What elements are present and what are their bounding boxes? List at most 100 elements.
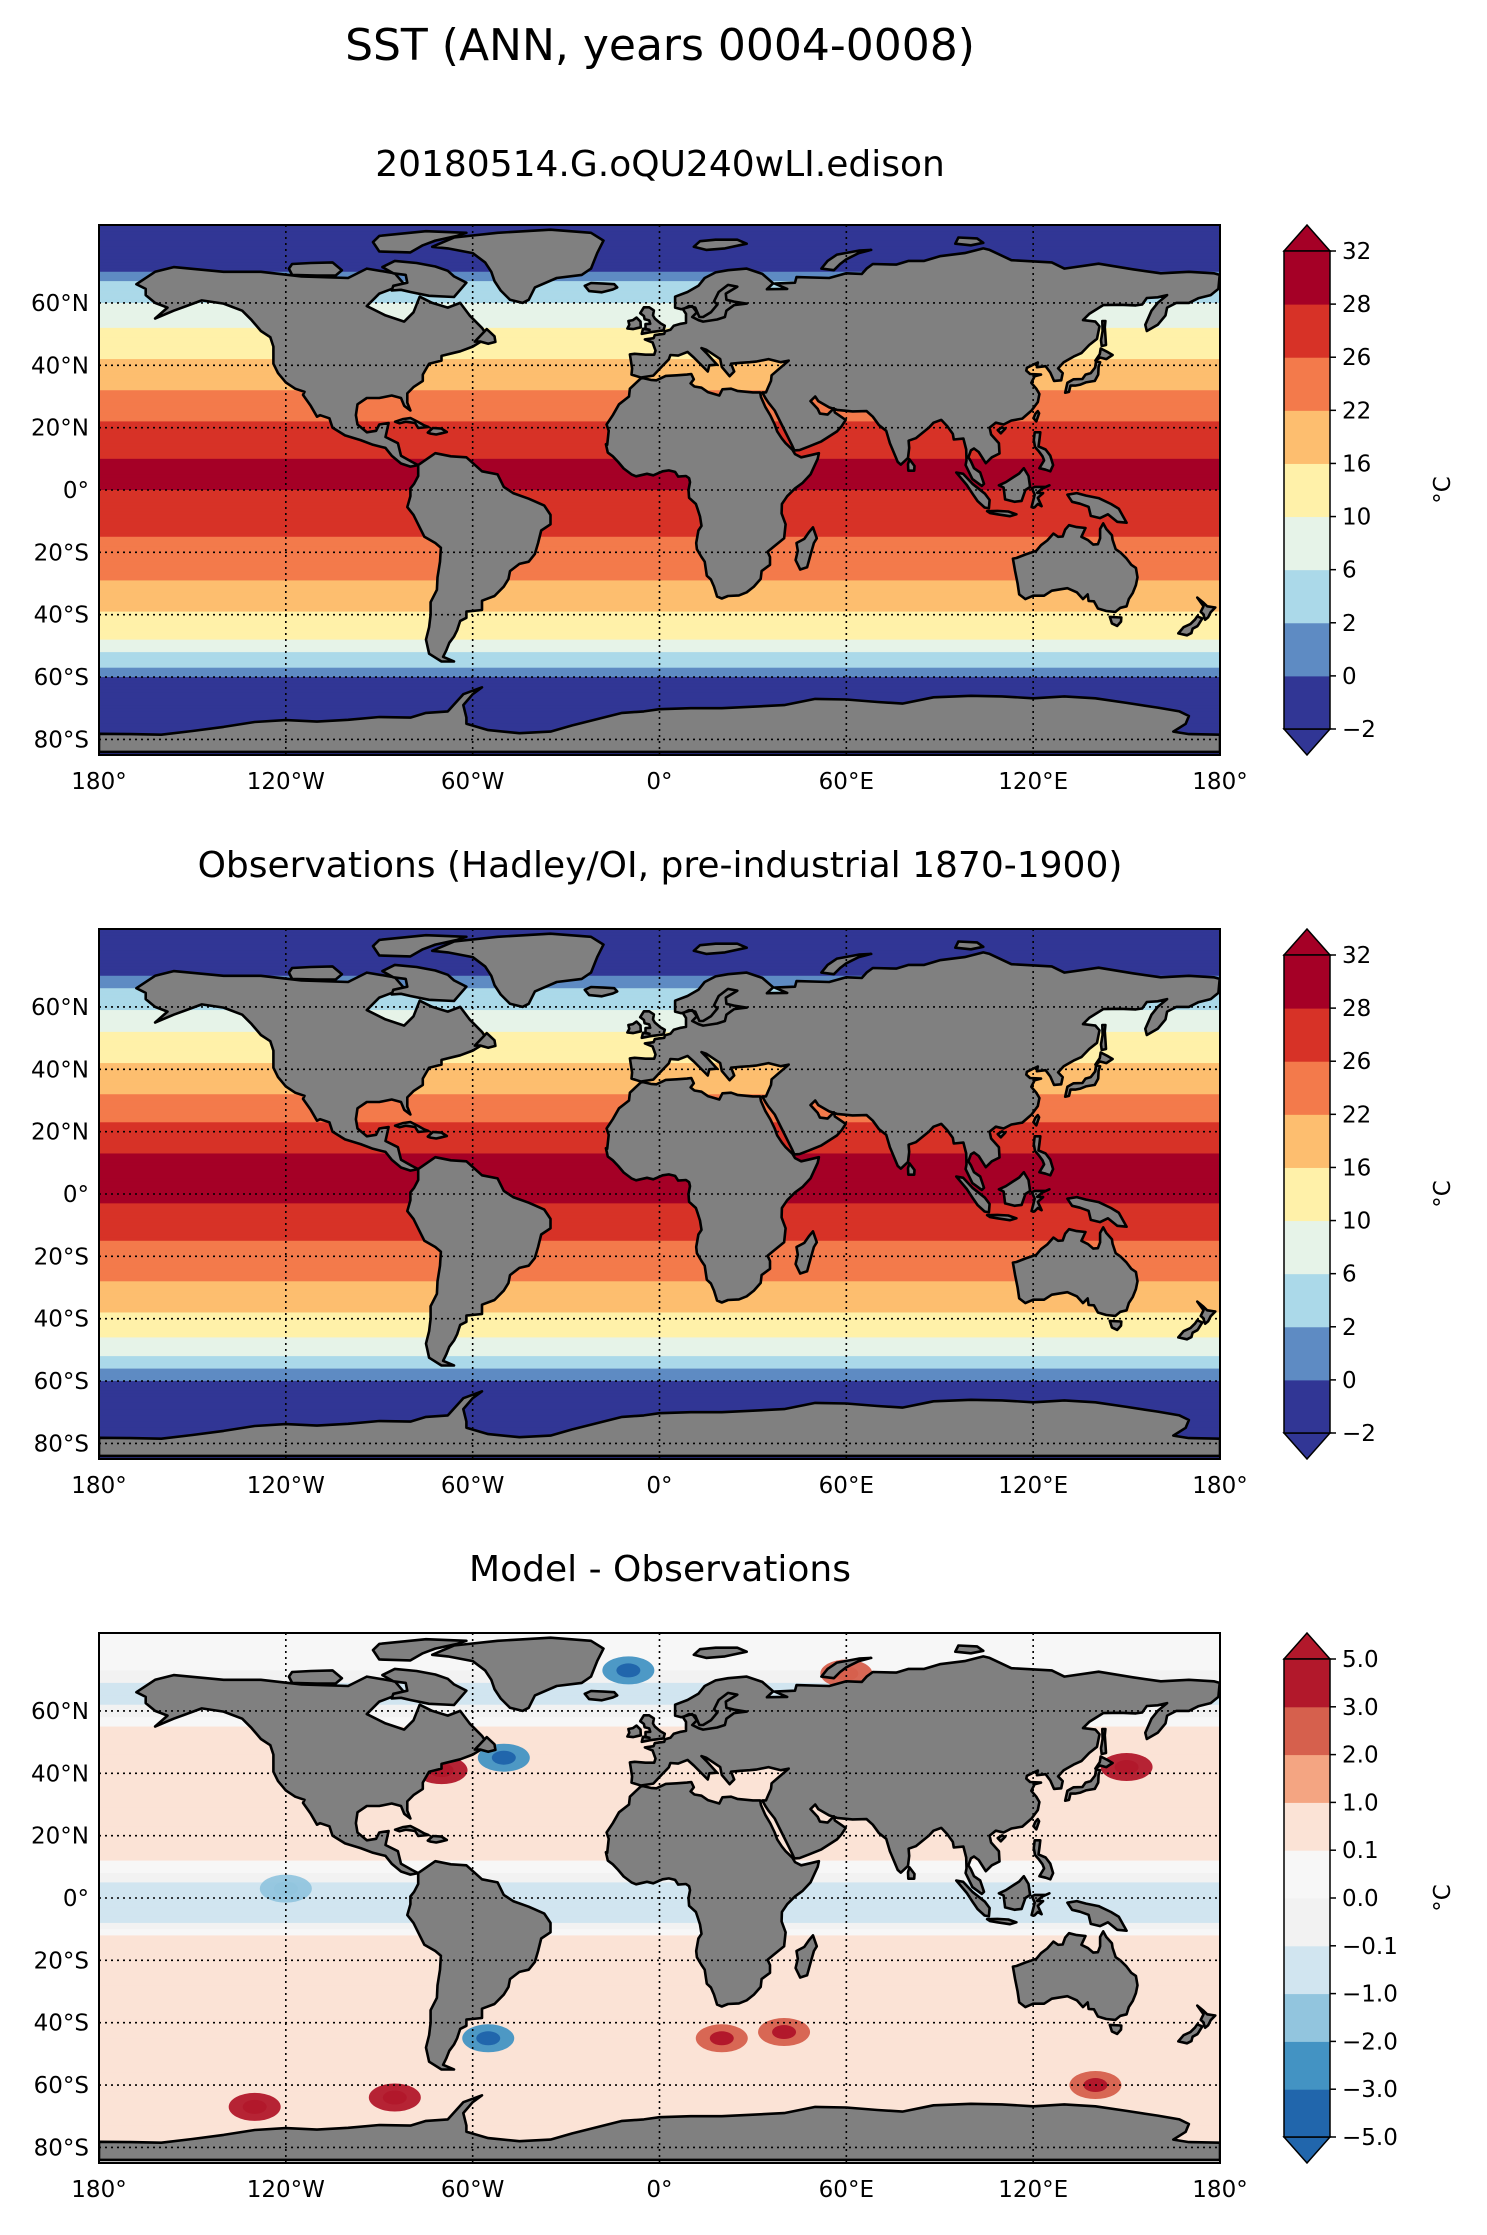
field-band — [99, 293, 1220, 298]
land-java — [985, 1917, 1018, 1926]
colorbar-swatch — [1284, 1993, 1330, 2042]
gridlines — [99, 1633, 1220, 2163]
gridlines — [99, 225, 1220, 755]
field-band — [99, 1707, 1220, 1712]
land-svalbard — [692, 1646, 748, 1660]
field-band — [99, 2050, 1220, 2055]
field-band — [99, 1381, 1220, 1385]
y-tick-label: 20°S — [34, 540, 89, 566]
land-madagascar — [794, 1934, 819, 1979]
anomaly-core — [382, 2090, 407, 2105]
land-ireland — [626, 1724, 643, 1739]
field-band — [99, 262, 1220, 267]
colorbar-tick-label: 2.0 — [1342, 1743, 1379, 1769]
land-great-britain — [638, 1010, 667, 1040]
field-band — [99, 2000, 1220, 2005]
field-band — [99, 1960, 1220, 1965]
land-newfoundland — [473, 1735, 497, 1754]
field-band — [99, 636, 1220, 641]
y-tick-label: 20°N — [31, 416, 89, 442]
colorbar-swatch — [1284, 410, 1330, 464]
field-band — [99, 1642, 1220, 1647]
field-band — [99, 1190, 1220, 1195]
field-band — [99, 309, 1220, 313]
land-baffin — [381, 963, 468, 1003]
field-band — [99, 274, 1220, 279]
colorbar-swatch — [1284, 1061, 1330, 1115]
land-north-america — [135, 265, 490, 468]
field-band — [99, 1016, 1220, 1021]
colorbar-swatch — [1284, 1326, 1330, 1381]
field-band — [99, 1966, 1220, 1971]
y-tick-label: 40°N — [31, 1057, 89, 1083]
field-band — [99, 243, 1220, 248]
land-antarctica — [99, 2094, 1220, 2162]
colorbar-swatch — [1284, 1273, 1330, 1328]
field-band — [99, 1231, 1220, 1236]
anomaly-core — [491, 1750, 516, 1765]
field-band — [99, 2041, 1220, 2046]
field-band — [99, 228, 1220, 232]
field-band — [99, 1654, 1220, 1659]
field-band — [99, 1639, 1220, 1643]
land-philippines — [1032, 431, 1055, 473]
field-band — [99, 502, 1220, 507]
colorbar-frame — [1283, 250, 1331, 730]
field-band — [99, 658, 1220, 663]
field-band — [99, 483, 1220, 488]
field-band — [99, 1296, 1220, 1301]
colorbar-extend-min — [1282, 2136, 1332, 2165]
colorbar-tick-label: −1.0 — [1342, 1982, 1398, 2008]
field-band — [99, 1003, 1220, 1008]
colorbar-frame — [1283, 954, 1331, 1434]
panel-model: 20180514.G.oQU240wLI.edison 180° 120°W 60°… — [31, 144, 1456, 795]
colorbar-extend-min — [1282, 728, 1332, 757]
field-band — [99, 552, 1220, 557]
field-band — [99, 1885, 1220, 1890]
land-eurasia — [628, 247, 1220, 488]
field-band — [99, 1284, 1220, 1289]
field-band — [99, 1657, 1220, 1662]
colorbar-swatch — [1284, 2089, 1330, 2138]
field-band — [99, 234, 1220, 239]
field-band — [99, 997, 1220, 1002]
land-sakhalin — [1099, 1023, 1108, 1052]
land-cuba — [393, 1120, 430, 1134]
field-band — [99, 1022, 1220, 1027]
field-band — [99, 549, 1220, 553]
colorbar-tick-label: 28 — [1342, 292, 1371, 318]
colorbar-swatch — [1284, 1008, 1330, 1062]
field-band — [99, 1399, 1220, 1404]
field-band — [99, 645, 1220, 650]
land-hokkaido — [1094, 1051, 1114, 1066]
field-band — [99, 539, 1220, 544]
land-taiwan — [1032, 1817, 1041, 1831]
land-borneo — [997, 466, 1032, 504]
field-band — [99, 642, 1220, 647]
x-tick-label: 120°W — [247, 1473, 325, 1499]
field-band — [99, 1035, 1220, 1039]
field-band — [99, 2066, 1220, 2071]
colorbar-swatch — [1284, 955, 1330, 1009]
field-band — [99, 2110, 1220, 2114]
anomaly-core — [616, 1663, 641, 1678]
land-taiwan — [1032, 409, 1041, 423]
land-new-guinea — [1066, 1195, 1128, 1228]
field-band — [99, 1894, 1220, 1899]
x-tick-label: 120°E — [998, 1473, 1068, 1499]
field-band — [99, 1309, 1220, 1314]
figure-title: SST (ANN, years 0004-0008) — [345, 20, 975, 71]
field-band — [99, 1259, 1220, 1264]
field-band — [99, 1178, 1220, 1183]
land-new-zealand-n — [1196, 1300, 1217, 1325]
land-south-america — [406, 1155, 552, 1367]
land-philippines — [1032, 1839, 1055, 1881]
field-band — [99, 2044, 1220, 2049]
field-band — [99, 558, 1220, 563]
field-band — [99, 1181, 1220, 1186]
field-band — [99, 306, 1220, 310]
field-band — [99, 1664, 1220, 1668]
field-band — [99, 950, 1220, 955]
colorbar-tick-label: 2 — [1342, 611, 1357, 637]
land-antarctica — [99, 1390, 1220, 1458]
